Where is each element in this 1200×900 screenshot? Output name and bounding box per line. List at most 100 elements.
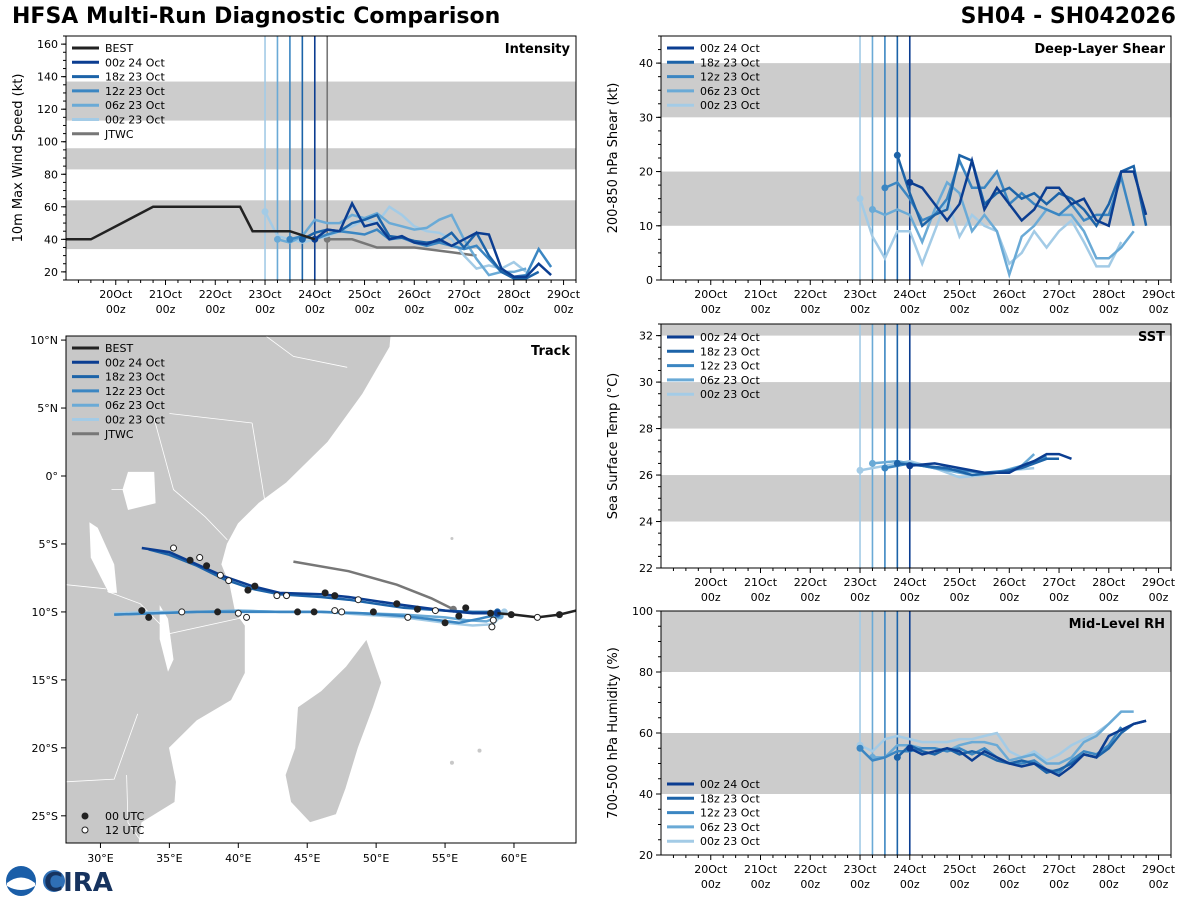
x-tick-sublabel: 00z bbox=[554, 303, 574, 316]
country-border bbox=[265, 336, 348, 368]
x-tick-sublabel: 00z bbox=[255, 303, 275, 316]
x-tick-sublabel: 00z bbox=[205, 303, 225, 316]
cira-logo: CIRA bbox=[6, 866, 113, 898]
legend-label: 12z 23 Oct bbox=[105, 85, 165, 98]
y-tick-label: 20 bbox=[639, 166, 653, 179]
marker-12utc bbox=[273, 592, 281, 600]
series-start-marker bbox=[906, 178, 914, 186]
x-tick-label: 26Oct bbox=[993, 863, 1027, 876]
legend-label: 18z 23 Oct bbox=[105, 71, 165, 84]
y-tick-label: 32 bbox=[639, 330, 653, 343]
x-tick-label: 24Oct bbox=[893, 863, 927, 876]
y-tick-label: 30 bbox=[639, 376, 653, 389]
marker-12utc bbox=[196, 554, 204, 562]
x-tick-label: 21Oct bbox=[149, 288, 183, 301]
y-tick-label: 60 bbox=[639, 727, 653, 740]
x-tick-sublabel: 00z bbox=[701, 303, 721, 316]
marker-12utc bbox=[243, 613, 251, 621]
lat-tick-label: 5°N bbox=[37, 402, 58, 415]
y-tick-label: 80 bbox=[44, 168, 58, 181]
lon-tick-label: 45°E bbox=[294, 852, 320, 865]
series-line bbox=[872, 180, 1135, 279]
y-tick-label: 100 bbox=[37, 136, 58, 149]
legend-label: 00z 24 Oct bbox=[700, 42, 760, 55]
lon-tick-label: 40°E bbox=[225, 852, 251, 865]
series-start-marker bbox=[881, 184, 889, 192]
series-line bbox=[314, 200, 552, 278]
series-start-marker bbox=[856, 466, 864, 474]
series-line bbox=[896, 153, 1148, 229]
marker-00utc bbox=[455, 612, 463, 620]
lon-tick-label: 55°E bbox=[432, 852, 458, 865]
shaded-band bbox=[661, 171, 1171, 226]
x-tick-sublabel: 00z bbox=[1049, 591, 1069, 604]
legend-label: 00z 24 Oct bbox=[700, 331, 760, 344]
marker-12utc bbox=[533, 613, 541, 621]
country-border bbox=[251, 422, 265, 500]
country-border bbox=[126, 774, 141, 841]
x-tick-sublabel: 00z bbox=[355, 303, 375, 316]
x-tick-label: 28Oct bbox=[497, 288, 531, 301]
lon-tick-label: 50°E bbox=[363, 852, 389, 865]
shaded-band bbox=[661, 733, 1171, 794]
y-tick-label: 120 bbox=[37, 103, 58, 116]
marker-00utc bbox=[138, 607, 146, 615]
shaded-band bbox=[66, 148, 576, 170]
y-axis-label: 10m Max Wind Speed (kt) bbox=[11, 74, 26, 243]
marker-00utc bbox=[487, 609, 495, 617]
x-tick-sublabel: 00z bbox=[999, 591, 1019, 604]
plot-area bbox=[66, 36, 553, 280]
x-tick-label: 20Oct bbox=[694, 863, 728, 876]
series-line bbox=[858, 194, 1123, 268]
legend-label: 00 UTC bbox=[105, 810, 145, 823]
lat-tick-label: 15°S bbox=[32, 674, 58, 687]
x-tick-sublabel: 00z bbox=[950, 878, 970, 891]
y-tick-label: 30 bbox=[639, 111, 653, 124]
page-title: HFSA Multi-Run Diagnostic Comparison bbox=[12, 4, 501, 29]
series-start-marker bbox=[893, 459, 901, 467]
x-tick-sublabel: 00z bbox=[156, 303, 176, 316]
marker-00utc bbox=[145, 613, 153, 621]
x-tick-sublabel: 00z bbox=[800, 591, 820, 604]
series-start-marker bbox=[893, 753, 901, 761]
madagascar-landmass bbox=[284, 638, 383, 824]
marker-00utc bbox=[462, 604, 470, 612]
x-tick-label: 21Oct bbox=[744, 288, 778, 301]
mauritius-island bbox=[477, 748, 482, 753]
legend-label: 00z 24 Oct bbox=[105, 56, 165, 69]
lat-tick-label: 10°N bbox=[30, 334, 58, 347]
reunion-island bbox=[449, 760, 454, 765]
x-tick-label: 29Oct bbox=[1142, 288, 1176, 301]
y-tick-label: 140 bbox=[37, 71, 58, 84]
series-line bbox=[859, 710, 1123, 762]
country-border bbox=[107, 591, 244, 635]
lon-tick-label: 60°E bbox=[501, 852, 527, 865]
y-axis-label: 200-850 hPa Shear (kt) bbox=[606, 83, 621, 234]
legend-label: 06z 23 Oct bbox=[700, 85, 760, 98]
x-tick-label: 26Oct bbox=[398, 288, 432, 301]
lat-tick-label: 5°S bbox=[39, 538, 58, 551]
shaded-band bbox=[661, 611, 1171, 672]
x-tick-sublabel: 00z bbox=[1049, 303, 1069, 316]
country-border bbox=[153, 418, 228, 541]
x-tick-label: 28Oct bbox=[1092, 863, 1126, 876]
country-border bbox=[66, 713, 139, 783]
x-tick-sublabel: 00z bbox=[404, 303, 424, 316]
marker-00utc bbox=[369, 608, 377, 616]
series-start-marker bbox=[298, 235, 306, 243]
legend-label: 00z 23 Oct bbox=[700, 388, 760, 401]
marker-12utc bbox=[404, 613, 412, 621]
legend-marker-00utc bbox=[81, 812, 89, 820]
y-tick-label: 20 bbox=[44, 266, 58, 279]
legend-label: 06z 23 Oct bbox=[105, 399, 165, 412]
series-line bbox=[301, 213, 540, 280]
marker-00utc bbox=[214, 608, 222, 616]
x-tick-sublabel: 00z bbox=[751, 303, 771, 316]
x-tick-sublabel: 00z bbox=[106, 303, 126, 316]
x-tick-label: 25Oct bbox=[943, 576, 977, 589]
marker-12utc bbox=[283, 592, 291, 600]
x-tick-sublabel: 00z bbox=[701, 591, 721, 604]
panel-title: SST bbox=[1138, 330, 1165, 345]
